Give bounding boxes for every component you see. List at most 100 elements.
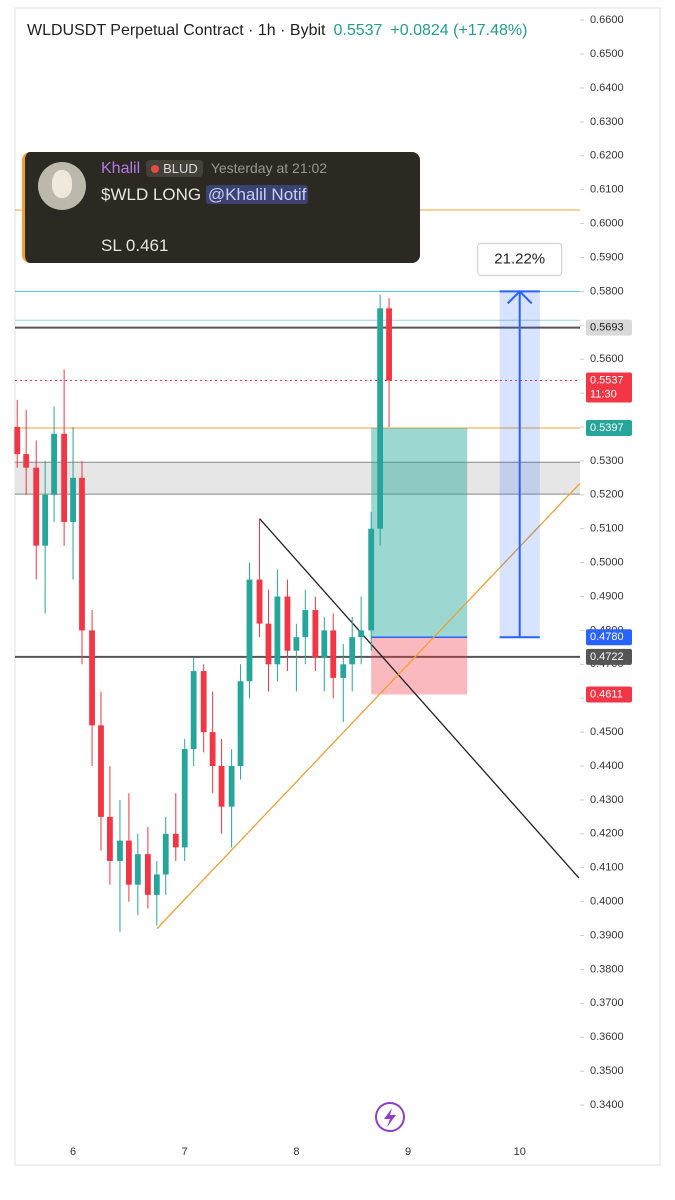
y-tick-label: 0.4100 [590,862,624,874]
candle-body [107,816,113,861]
candle-body [23,454,30,468]
timestamp: Yesterday at 21:02 [210,160,328,176]
y-tick-label: 0.5900 [590,251,624,263]
y-tick-label: 0.3600 [590,1031,624,1043]
zone [15,462,580,495]
author[interactable]: Khalil [101,160,141,177]
measure-label-box [477,242,563,276]
price-tag-label: 0.5397 [590,422,624,434]
y-tick-label: 0.5000 [590,557,624,569]
candle-body [61,433,68,522]
candle-body [89,630,95,726]
trendline [156,482,581,930]
candle-body [98,725,104,817]
y-tick-label: 0.5800 [590,285,624,297]
price-tag [586,686,632,703]
candle-body [200,671,207,733]
candle-body [162,833,169,875]
header: WLDUSDT Perpetual Contract · 1h · Bybit 0… [27,22,527,40]
y-tick-label: 0.6100 [590,184,624,196]
price-change: +0.0824 (+17.48%) [390,22,528,39]
x-tick-label: 7 [182,1146,188,1158]
candle-body [358,630,365,638]
x-tick-label: 9 [405,1146,411,1158]
y-tick-label: 0.6200 [590,150,624,162]
candle-body [284,596,291,651]
y-tick-label: 0.5600 [590,353,624,365]
candle-body [172,833,179,848]
candle-body [293,637,300,651]
stop-loss: SL 0.461 [101,236,169,255]
trendline [259,518,580,879]
y-tick-label: 0.4200 [590,828,624,840]
y-tick-label: 0.3700 [590,997,624,1009]
y-tick-label: 0.3500 [590,1065,624,1077]
mention[interactable]: @Khalil Notif [205,185,309,204]
y-tick-label: 0.4900 [590,590,624,602]
x-tick-label: 6 [70,1146,76,1158]
avatar [38,162,86,210]
price-tag-label: 0.4780 [590,631,624,643]
price-tag [586,319,632,336]
candle-body [274,596,281,665]
candle-body [368,528,375,631]
candle-body [70,477,76,522]
candle-body [33,467,40,546]
y-tick-label: 0.4300 [590,794,624,806]
candle-body [237,681,244,767]
candle-body [181,749,188,848]
plot: 0.6600 0.6500 0.6400 0.6300 0.6200 0.6100 0.60… [14,14,624,1158]
y-tick-label: 0.6500 [590,48,624,60]
measure-label: 21.22% [494,250,545,267]
author-line: Khalil BLUD Yesterday at 21:02 [101,160,327,178]
candle-body [330,630,337,678]
candle-body [134,854,141,885]
candle-body [51,433,57,495]
loss-zone [371,637,468,695]
text: $WLD LONG [101,185,202,204]
candle-body [340,664,347,678]
x-tick-label: 10 [514,1146,526,1158]
y-tick-label: 0.4400 [590,760,624,772]
x-tick-label: 8 [293,1146,299,1158]
y-tick-label: 0.5200 [590,489,624,501]
candle-body [190,671,197,750]
price-tag [586,629,632,646]
y-tick-label: 0.3900 [590,929,624,941]
y-tick-label: 0.4500 [590,726,624,738]
badge: BLUD [146,160,203,177]
candle-body [321,630,328,658]
price-tag [586,420,632,437]
candle-body [349,637,356,665]
price-tag-countdown: 11:30 [590,388,617,400]
candle-body [42,494,49,546]
candle-body [153,874,160,895]
candle-body [265,623,272,665]
candle-body [14,427,21,455]
chart-frame [14,7,661,1166]
candle-body [302,610,309,638]
message-card: Khalil BLUD Yesterday at 21:02 $WLD LONG @… [22,152,420,263]
y-tick-label: 0.3800 [590,963,624,975]
candle-body [218,766,225,807]
lightning-icon [384,1108,396,1127]
y-tick-label: 0.6000 [590,217,624,229]
candle-body [117,840,123,861]
candle-body [209,732,216,767]
price-tag-label: 0.4722 [590,651,624,663]
y-tick-label: 0.6400 [590,82,624,94]
candle-body [377,308,384,529]
candle-body [79,477,85,631]
message-text: $WLD LONG @Khalil Notif [101,185,309,205]
symbol: WLDUSDT Perpetual Contract · 1h · Bybit [27,22,326,39]
candle-body [312,610,319,658]
y-tick-label: 0.4000 [590,896,624,908]
y-tick-label: 0.5300 [590,455,624,467]
price-tag-label: 0.5537 [590,374,624,386]
y-tick-label: 0.6600 [590,14,624,26]
profit-zone [371,428,468,638]
price-tag [586,372,632,403]
last-price: 0.5537 [333,22,383,39]
